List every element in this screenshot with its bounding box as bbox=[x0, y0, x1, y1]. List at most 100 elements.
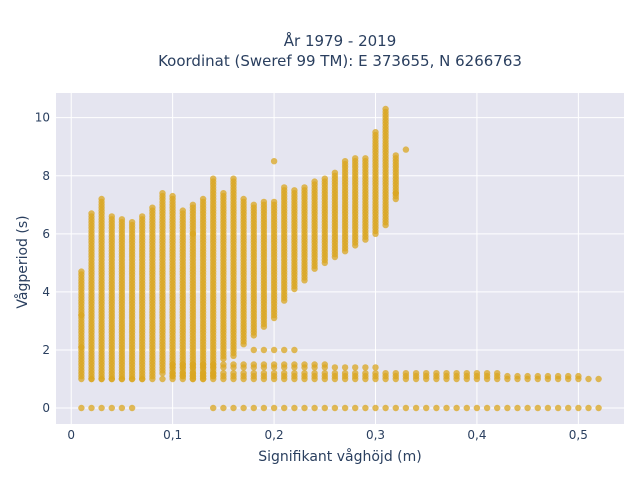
data-point bbox=[534, 372, 541, 380]
data-point bbox=[575, 404, 582, 412]
data-point bbox=[220, 404, 227, 412]
data-point bbox=[595, 375, 602, 383]
data-point bbox=[240, 195, 247, 203]
data-point bbox=[139, 213, 146, 220]
data-point bbox=[352, 155, 359, 162]
data-point bbox=[494, 404, 501, 412]
data-point bbox=[281, 184, 288, 191]
data-point bbox=[169, 192, 176, 200]
data-point bbox=[443, 404, 450, 412]
data-point bbox=[372, 370, 379, 377]
data-point bbox=[301, 361, 308, 368]
data-point bbox=[321, 370, 328, 377]
data-point bbox=[88, 404, 95, 412]
data-point bbox=[331, 364, 339, 371]
data-point bbox=[189, 370, 197, 377]
x-tick-label: 0,1 bbox=[163, 428, 182, 442]
data-point bbox=[341, 370, 349, 377]
data-point bbox=[210, 404, 217, 412]
data-point bbox=[149, 375, 156, 383]
data-point bbox=[402, 370, 410, 377]
data-point bbox=[544, 372, 552, 380]
data-point bbox=[291, 187, 298, 194]
y-tick-label: 2 bbox=[42, 343, 50, 357]
data-point bbox=[433, 370, 440, 377]
x-axis-ticks: 0 0,1 0,2 0,3 0,4 0,5 bbox=[67, 428, 588, 442]
data-point bbox=[169, 370, 176, 377]
data-point bbox=[382, 370, 389, 377]
data-point bbox=[453, 370, 460, 377]
data-point bbox=[78, 268, 85, 275]
data-point bbox=[270, 346, 278, 354]
data-point bbox=[534, 404, 541, 412]
data-point bbox=[483, 404, 491, 412]
data-point bbox=[230, 175, 237, 182]
data-point bbox=[402, 146, 410, 153]
data-point bbox=[179, 207, 186, 214]
y-tick-label: 8 bbox=[42, 169, 50, 183]
data-point bbox=[118, 216, 126, 223]
data-point bbox=[575, 372, 582, 380]
x-axis-label: Signifikant våghöjd (m) bbox=[258, 448, 421, 465]
data-point bbox=[230, 370, 237, 377]
data-point bbox=[250, 404, 257, 412]
x-tick-label: 0,5 bbox=[569, 428, 588, 442]
data-point bbox=[412, 404, 420, 412]
data-point bbox=[392, 190, 399, 197]
data-point bbox=[118, 375, 126, 383]
data-point bbox=[291, 404, 298, 412]
data-point bbox=[108, 404, 116, 412]
data-point bbox=[210, 370, 217, 377]
data-point bbox=[514, 404, 521, 412]
data-point bbox=[362, 364, 369, 371]
data-point bbox=[362, 155, 369, 162]
data-point bbox=[595, 404, 602, 412]
data-point bbox=[260, 361, 268, 368]
data-point bbox=[270, 361, 278, 368]
data-point bbox=[544, 404, 552, 412]
data-point bbox=[372, 364, 379, 371]
data-point bbox=[78, 343, 85, 351]
data-point bbox=[352, 404, 359, 412]
data-point bbox=[260, 346, 268, 354]
data-point bbox=[585, 404, 592, 412]
data-point bbox=[281, 346, 288, 354]
data-point bbox=[362, 404, 369, 412]
data-point bbox=[260, 198, 268, 206]
data-point bbox=[331, 169, 339, 176]
data-point bbox=[352, 370, 359, 377]
data-point bbox=[220, 361, 227, 368]
data-point bbox=[250, 201, 257, 208]
data-point bbox=[554, 372, 562, 380]
data-point bbox=[240, 361, 247, 368]
data-point bbox=[260, 370, 268, 377]
data-point bbox=[230, 361, 237, 368]
data-point bbox=[240, 370, 247, 377]
data-point bbox=[362, 370, 369, 377]
data-point bbox=[554, 404, 562, 412]
data-point bbox=[139, 375, 146, 383]
data-point bbox=[524, 372, 531, 380]
data-point bbox=[331, 370, 339, 377]
data-point bbox=[270, 404, 278, 412]
data-point bbox=[189, 361, 197, 368]
data-point bbox=[524, 404, 531, 412]
data-point bbox=[453, 404, 460, 412]
data-point bbox=[331, 404, 339, 412]
data-point bbox=[98, 404, 105, 412]
data-point bbox=[108, 213, 116, 220]
y-tick-label: 0 bbox=[42, 401, 50, 415]
data-point bbox=[321, 361, 328, 368]
data-point bbox=[392, 370, 399, 377]
data-point bbox=[494, 370, 501, 377]
data-point bbox=[392, 152, 399, 159]
data-point bbox=[483, 370, 491, 377]
data-point bbox=[240, 404, 247, 412]
data-point bbox=[281, 361, 288, 368]
data-point bbox=[301, 184, 308, 191]
data-point bbox=[281, 404, 288, 412]
data-point bbox=[250, 370, 257, 377]
data-point bbox=[473, 370, 481, 377]
data-point bbox=[199, 195, 207, 203]
